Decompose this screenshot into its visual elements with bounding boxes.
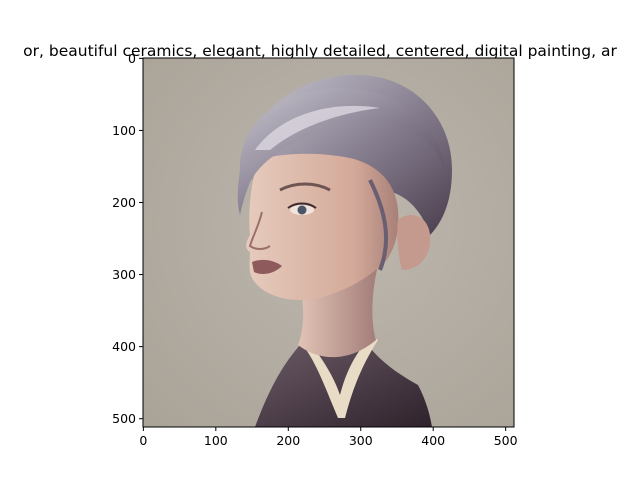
x-tick-label: 100	[204, 433, 228, 448]
portrait-lips	[252, 259, 282, 274]
x-tick-label: 500	[494, 433, 518, 448]
y-axis: 0 100 200 300 400 500	[112, 51, 143, 426]
y-tick-label: 300	[112, 267, 136, 282]
plot-title-text: or, beautiful ceramics, elegant, highly …	[23, 42, 617, 60]
y-tick-label: 200	[112, 195, 136, 210]
x-tick-label: 200	[276, 433, 300, 448]
portrait-hair-front	[237, 88, 445, 215]
axes-frame	[142, 57, 515, 428]
x-tick-label: 400	[421, 433, 445, 448]
portrait-hair-strand	[368, 179, 388, 271]
portrait-image	[143, 58, 514, 427]
portrait-eyebrow	[279, 182, 331, 192]
portrait-hair-highlight	[255, 105, 380, 150]
y-tick-label: 500	[112, 411, 136, 426]
y-tick-label: 100	[112, 123, 136, 138]
y-tick-label: 400	[112, 339, 136, 354]
portrait-ear	[397, 215, 431, 270]
plot-title: or, beautiful ceramics, elegant, highly …	[0, 42, 640, 62]
portrait-nose	[248, 211, 271, 250]
x-tick-label: 300	[349, 433, 373, 448]
portrait-collar	[300, 336, 378, 418]
y-tick-label: 0	[128, 51, 136, 66]
portrait-iris	[297, 205, 307, 215]
portrait-face	[246, 153, 399, 300]
x-axis: 0 100 200 300 400 500	[139, 427, 518, 448]
portrait-eyelid	[287, 202, 317, 209]
x-tick-label: 0	[139, 433, 147, 448]
